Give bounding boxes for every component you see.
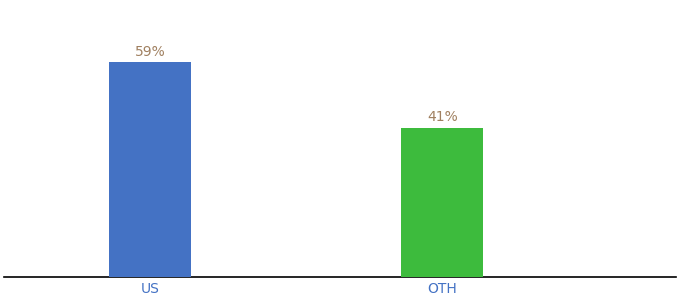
Bar: [401, 128, 483, 277]
Text: 41%: 41%: [427, 110, 458, 124]
Text: 59%: 59%: [135, 45, 165, 59]
Bar: [109, 62, 191, 277]
